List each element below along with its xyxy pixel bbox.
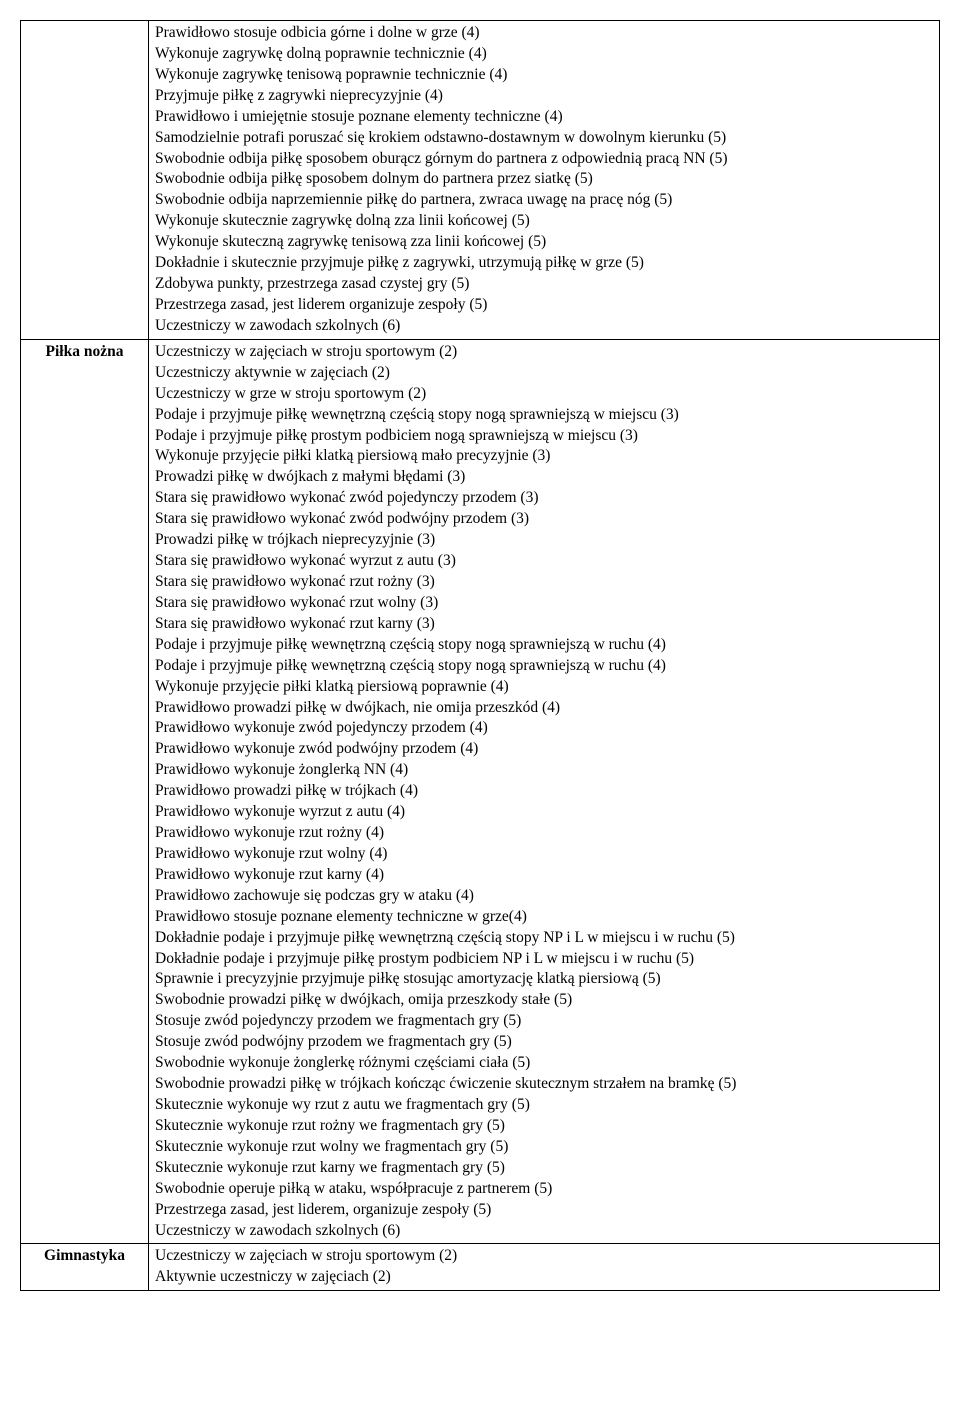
content-cell: Uczestniczy w zajęciach w stroju sportow…	[149, 1244, 940, 1291]
criteria-line: Przestrzega zasad, jest liderem organizu…	[155, 295, 933, 316]
criteria-line: Stara się prawidłowo wykonać wyrzut z au…	[155, 551, 933, 572]
criteria-line: Swobodnie operuje piłką w ataku, współpr…	[155, 1179, 933, 1200]
criteria-line: Prawidłowo prowadzi piłkę w trójkach (4)	[155, 781, 933, 802]
criteria-line: Przyjmuje piłkę z zagrywki nieprecyzyjni…	[155, 86, 933, 107]
criteria-line: Wykonuje skutecznie zagrywkę dolną zza l…	[155, 211, 933, 232]
criteria-line: Skutecznie wykonuje wy rzut z autu we fr…	[155, 1095, 933, 1116]
criteria-line: Swobodnie prowadzi piłkę w dwójkach, omi…	[155, 990, 933, 1011]
criteria-line: Przestrzega zasad, jest liderem, organiz…	[155, 1200, 933, 1221]
criteria-line: Prawidłowo wykonuje zwód pojedynczy przo…	[155, 718, 933, 739]
criteria-line: Prawidłowo wykonuje wyrzut z autu (4)	[155, 802, 933, 823]
table-row: Piłka nożna Uczestniczy w zajęciach w str…	[21, 339, 940, 1244]
criteria-line: Aktywnie uczestniczy w zajęciach (2)	[155, 1267, 933, 1288]
criteria-line: Uczestniczy w zawodach szkolnych (6)	[155, 1221, 933, 1242]
criteria-line: Dokładnie podaje i przyjmuje piłkę wewnę…	[155, 928, 933, 949]
criteria-line: Uczestniczy aktywnie w zajęciach (2)	[155, 363, 933, 384]
criteria-line: Stara się prawidłowo wykonać rzut wolny …	[155, 593, 933, 614]
criteria-line: Stara się prawidłowo wykonać rzut rożny …	[155, 572, 933, 593]
criteria-line: Podaje i przyjmuje piłkę wewnętrzną częś…	[155, 635, 933, 656]
content-cell: Uczestniczy w zajęciach w stroju sportow…	[149, 339, 940, 1244]
criteria-line: Zdobywa punkty, przestrzega zasad czyste…	[155, 274, 933, 295]
criteria-line: Podaje i przyjmuje piłkę prostym podbici…	[155, 426, 933, 447]
criteria-line: Wykonuje zagrywkę dolną poprawnie techni…	[155, 44, 933, 65]
content-cell: Prawidłowo stosuje odbicia górne i dolne…	[149, 21, 940, 340]
criteria-line: Prawidłowo wykonuje zwód podwójny przode…	[155, 739, 933, 760]
criteria-line: Swobodnie wykonuje żonglerkę różnymi czę…	[155, 1053, 933, 1074]
category-cell: Piłka nożna	[21, 339, 149, 1244]
table-row: Gimnastyka Uczestniczy w zajęciach w stro…	[21, 1244, 940, 1291]
criteria-line: Samodzielnie potrafi poruszać się krokie…	[155, 128, 933, 149]
criteria-line: Prawidłowo stosuje poznane elementy tech…	[155, 907, 933, 928]
criteria-line: Wykonuje zagrywkę tenisową poprawnie tec…	[155, 65, 933, 86]
criteria-line: Stara się prawidłowo wykonać zwód pojedy…	[155, 488, 933, 509]
criteria-line: Swobodnie odbija naprzemiennie piłkę do …	[155, 190, 933, 211]
criteria-line: Swobodnie odbija piłkę sposobem oburącz …	[155, 149, 933, 170]
criteria-line: Prawidłowo wykonuje żonglerką NN (4)	[155, 760, 933, 781]
criteria-line: Dokładnie podaje i przyjmuje piłkę prost…	[155, 949, 933, 970]
table-body: Prawidłowo stosuje odbicia górne i dolne…	[21, 21, 940, 1291]
criteria-line: Prowadzi piłkę w dwójkach z małymi błęda…	[155, 467, 933, 488]
category-cell	[21, 21, 149, 340]
criteria-line: Podaje i przyjmuje piłkę wewnętrzną częś…	[155, 656, 933, 677]
criteria-line: Prawidłowo wykonuje rzut rożny (4)	[155, 823, 933, 844]
criteria-line: Prowadzi piłkę w trójkach nieprecyzyjnie…	[155, 530, 933, 551]
criteria-line: Wykonuje skuteczną zagrywkę tenisową zza…	[155, 232, 933, 253]
criteria-line: Stara się prawidłowo wykonać zwód podwój…	[155, 509, 933, 530]
criteria-line: Uczestniczy w grze w stroju sportowym (2…	[155, 384, 933, 405]
criteria-line: Wykonuje przyjęcie piłki klatką piersiow…	[155, 677, 933, 698]
criteria-line: Wykonuje przyjęcie piłki klatką piersiow…	[155, 446, 933, 467]
criteria-line: Prawidłowo stosuje odbicia górne i dolne…	[155, 23, 933, 44]
criteria-line: Dokładnie i skutecznie przyjmuje piłkę z…	[155, 253, 933, 274]
criteria-line: Swobodnie odbija piłkę sposobem dolnym d…	[155, 169, 933, 190]
criteria-table: Prawidłowo stosuje odbicia górne i dolne…	[20, 20, 940, 1291]
criteria-line: Skutecznie wykonuje rzut rożny we fragme…	[155, 1116, 933, 1137]
criteria-line: Sprawnie i precyzyjnie przyjmuje piłkę s…	[155, 969, 933, 990]
criteria-line: Prawidłowo i umiejętnie stosuje poznane …	[155, 107, 933, 128]
criteria-line: Prawidłowo wykonuje rzut wolny (4)	[155, 844, 933, 865]
criteria-line: Stosuje zwód pojedynczy przodem we fragm…	[155, 1011, 933, 1032]
criteria-line: Stara się prawidłowo wykonać rzut karny …	[155, 614, 933, 635]
table-row: Prawidłowo stosuje odbicia górne i dolne…	[21, 21, 940, 340]
criteria-line: Podaje i przyjmuje piłkę wewnętrzną częś…	[155, 405, 933, 426]
criteria-line: Prawidłowo prowadzi piłkę w dwójkach, ni…	[155, 698, 933, 719]
criteria-line: Swobodnie prowadzi piłkę w trójkach końc…	[155, 1074, 933, 1095]
criteria-line: Skutecznie wykonuje rzut karny we fragme…	[155, 1158, 933, 1179]
criteria-line: Stosuje zwód podwójny przodem we fragmen…	[155, 1032, 933, 1053]
category-cell: Gimnastyka	[21, 1244, 149, 1291]
criteria-line: Uczestniczy w zawodach szkolnych (6)	[155, 316, 933, 337]
criteria-line: Prawidłowo zachowuje się podczas gry w a…	[155, 886, 933, 907]
criteria-line: Skutecznie wykonuje rzut wolny we fragme…	[155, 1137, 933, 1158]
criteria-line: Uczestniczy w zajęciach w stroju sportow…	[155, 342, 933, 363]
criteria-line: Uczestniczy w zajęciach w stroju sportow…	[155, 1246, 933, 1267]
criteria-line: Prawidłowo wykonuje rzut karny (4)	[155, 865, 933, 886]
